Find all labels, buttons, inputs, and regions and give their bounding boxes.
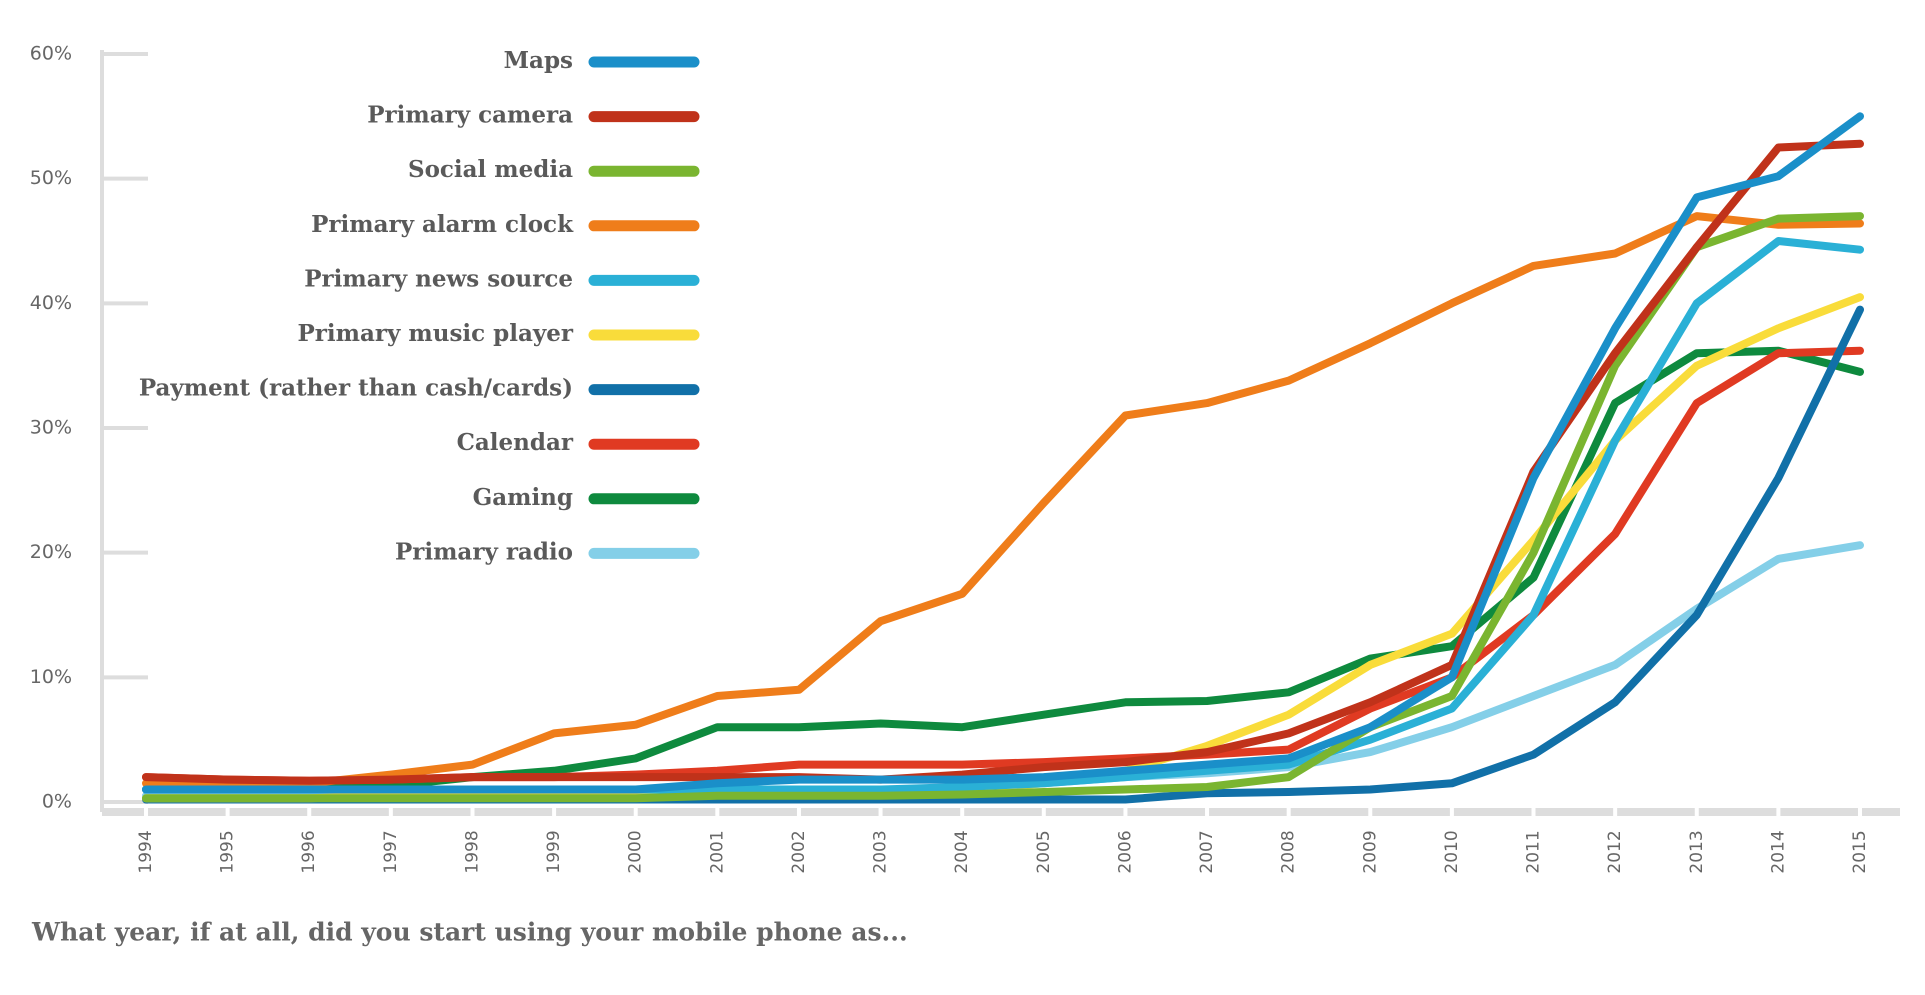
- y-tick-label: 20%: [30, 541, 72, 563]
- x-tick-label: 1998: [462, 830, 482, 873]
- legend-label: Primary radio: [395, 538, 573, 565]
- legend-label: Social media: [408, 156, 573, 183]
- x-tick-label: 1997: [381, 830, 401, 873]
- x-tick-label: 2001: [707, 830, 727, 873]
- y-tick-label: 60%: [30, 43, 72, 65]
- x-tick-label: 2013: [1687, 830, 1707, 873]
- series-line: [142, 212, 1864, 788]
- y-tick-label: 30%: [30, 417, 72, 439]
- y-tick-label: 40%: [30, 292, 72, 314]
- y-tick-label: 10%: [30, 666, 72, 688]
- series-line: [142, 139, 1864, 785]
- x-tick-label: 2004: [952, 830, 972, 873]
- x-tick-label: 2009: [1360, 830, 1380, 873]
- series-line: [142, 112, 1864, 794]
- legend-label: Maps: [504, 47, 573, 74]
- x-tick-label: 2006: [1115, 830, 1135, 873]
- x-tick-label: 1995: [218, 830, 238, 873]
- x-tick-label: 2000: [626, 830, 646, 873]
- x-tick-label: 2002: [789, 830, 809, 873]
- x-tick-label: 2012: [1605, 830, 1625, 873]
- x-tick-label: 2007: [1197, 830, 1217, 873]
- legend-label: Gaming: [473, 484, 573, 511]
- x-tick-label: 2008: [1279, 830, 1299, 873]
- legend-label: Calendar: [457, 429, 574, 456]
- x-tick-label: 2010: [1442, 830, 1462, 873]
- series-line: [142, 346, 1864, 785]
- legend-label: Primary music player: [298, 320, 574, 347]
- legend-label: Primary news source: [304, 265, 573, 292]
- x-tick-label: 2014: [1768, 830, 1788, 873]
- x-tick-label: 2015: [1850, 830, 1870, 873]
- x-tick-label: 2005: [1034, 830, 1054, 873]
- y-tick-label: 50%: [30, 167, 72, 189]
- x-tick-label: 2003: [871, 830, 891, 873]
- x-tick-label: 1994: [136, 830, 156, 873]
- series-line: [142, 346, 1864, 794]
- series-line: [142, 212, 1864, 803]
- y-tick-label: 0%: [42, 791, 72, 813]
- legend-label: Primary alarm clock: [311, 211, 574, 238]
- caption: What year, if at all, did you start usin…: [31, 918, 908, 947]
- legend-label: Primary camera: [367, 102, 573, 129]
- x-tick-label: 1999: [544, 830, 564, 873]
- series-line: [142, 541, 1864, 800]
- x-tick-label: 2011: [1524, 830, 1544, 873]
- legend-label: Payment (rather than cash/cards): [139, 375, 573, 402]
- x-tick-label: 1996: [299, 830, 319, 873]
